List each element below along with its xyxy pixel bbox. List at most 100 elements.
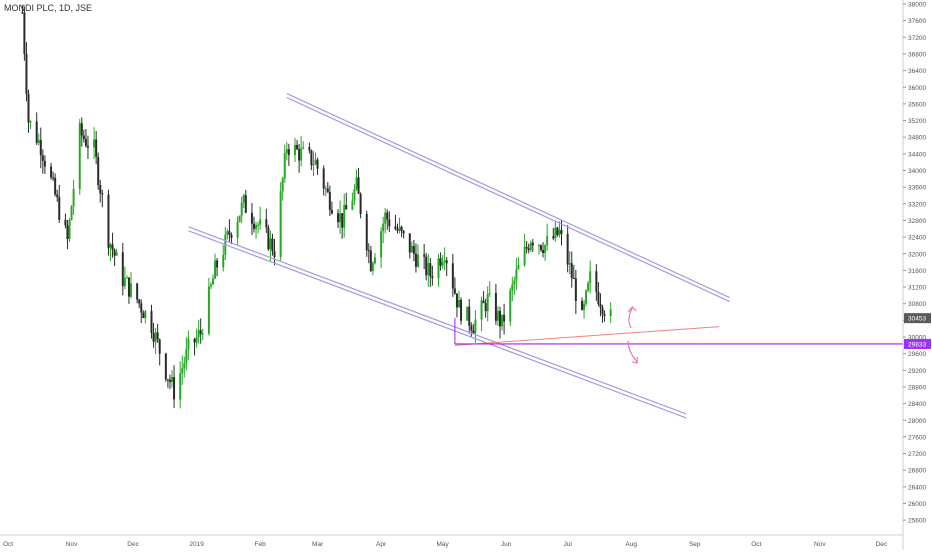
candle-body: [78, 123, 81, 190]
candle: [296, 139, 299, 151]
candle: [300, 136, 303, 167]
candle-body: [168, 379, 171, 383]
candle-body: [585, 290, 588, 304]
y-tick-label: 27200: [908, 451, 926, 458]
candle: [197, 319, 200, 344]
candle-body: [294, 145, 296, 155]
x-tick-label: Feb: [255, 541, 267, 548]
candle: [144, 309, 147, 324]
candle: [384, 207, 387, 234]
candle: [509, 287, 512, 326]
candle: [308, 142, 311, 154]
candle: [255, 221, 258, 239]
candle: [603, 310, 606, 322]
candle-body: [187, 338, 190, 350]
time-axis[interactable]: Oct Nov Dec 2019 Feb Mar Apr May Jun Jul Aug Sep Oct…: [0, 534, 903, 548]
candle-body: [384, 212, 387, 224]
candle-body: [56, 194, 59, 198]
candle: [257, 221, 260, 234]
candle-body: [515, 269, 518, 281]
candle-body: [339, 213, 342, 223]
candle-body: [300, 148, 303, 161]
candle: [193, 337, 196, 356]
candle-body: [236, 221, 239, 238]
candle-body: [298, 149, 301, 161]
candle-body: [472, 330, 475, 334]
candle-body: [546, 236, 549, 246]
candle: [298, 144, 301, 173]
candle-body: [27, 93, 30, 123]
candle-body: [496, 310, 499, 321]
candle: [468, 299, 471, 334]
candle-body: [560, 229, 563, 234]
candle-body: [150, 311, 153, 333]
red-trendline[interactable]: [454, 326, 720, 346]
candle-body: [21, 12, 24, 14]
candles-group: [21, 4, 612, 409]
candle-body: [429, 263, 432, 277]
candle-body: [529, 242, 532, 251]
y-tick-label: 32400: [908, 235, 926, 242]
y-tick-label: 33600: [908, 185, 926, 192]
candle-body: [343, 204, 346, 228]
candle-body: [382, 223, 385, 232]
candle: [380, 227, 383, 269]
candle: [27, 89, 30, 133]
channel-upper-line[interactable]: [286, 93, 730, 303]
candle-body: [50, 166, 53, 178]
candle: [537, 243, 540, 255]
candle-body: [281, 178, 284, 192]
candle-body: [423, 254, 426, 257]
candle-body: [207, 286, 210, 334]
candle-body: [417, 254, 419, 267]
candle: [302, 141, 305, 150]
candle: [345, 192, 348, 210]
candle: [43, 155, 46, 174]
candle-body: [199, 330, 202, 335]
y-tick-label: 28400: [908, 401, 926, 408]
candle-body: [572, 277, 575, 279]
candle-body: [173, 377, 176, 400]
candle-body: [228, 231, 231, 235]
candle: [326, 181, 329, 194]
candle-body: [322, 168, 325, 189]
candle: [37, 133, 40, 146]
candle-body: [455, 293, 458, 308]
candle: [554, 220, 557, 242]
candle: [267, 224, 270, 251]
candle-body: [330, 209, 333, 214]
candle: [56, 189, 59, 202]
candle-body: [380, 231, 383, 258]
candle-body: [66, 225, 69, 240]
price-axis[interactable]: 25600 26000 26400 26800 27200 27600 28000 28400…: [902, 0, 931, 550]
candle: [341, 213, 344, 239]
support-level-badge: [904, 338, 931, 349]
candle-body: [589, 271, 592, 283]
candle: [496, 306, 499, 327]
x-tick-label: Jun: [501, 541, 512, 548]
candle: [93, 127, 96, 159]
candle-body: [552, 236, 555, 239]
candle: [68, 218, 71, 243]
candle: [572, 264, 575, 279]
candle-body: [183, 363, 186, 369]
candle-body: [540, 245, 542, 251]
y-tick-label: 28800: [908, 384, 926, 391]
candle: [472, 323, 475, 334]
candle: [597, 282, 600, 307]
candle-body: [410, 245, 413, 253]
candle: [499, 306, 501, 339]
candle-body: [445, 260, 448, 264]
channel-lower-line[interactable]: [188, 226, 687, 419]
candle-body: [482, 300, 485, 304]
candle-body: [484, 303, 487, 312]
candle: [529, 240, 532, 253]
candle: [566, 225, 569, 273]
candle: [583, 300, 586, 319]
candle-body: [144, 311, 147, 319]
candle: [142, 310, 145, 319]
x-tick-label: May: [436, 541, 449, 548]
candle: [164, 352, 167, 382]
